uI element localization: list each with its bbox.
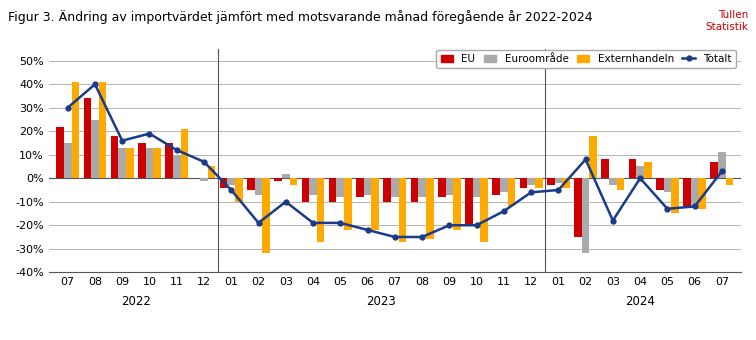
Bar [208, 167, 215, 178]
Bar [220, 178, 228, 188]
Bar [547, 178, 555, 185]
Bar [671, 178, 679, 214]
Bar [282, 173, 290, 178]
Bar [664, 178, 671, 192]
Bar [602, 159, 609, 178]
Bar [126, 148, 134, 178]
Bar [718, 152, 726, 178]
Bar [138, 143, 146, 178]
Bar [64, 143, 72, 178]
Bar [391, 178, 398, 197]
Text: 2023: 2023 [367, 294, 396, 308]
Bar [255, 178, 262, 195]
Bar [445, 178, 453, 195]
Bar [317, 178, 324, 242]
Bar [166, 143, 173, 178]
Text: 2022: 2022 [121, 294, 150, 308]
Bar [656, 178, 664, 190]
Bar [562, 178, 570, 188]
Bar [309, 178, 317, 195]
Bar [582, 178, 590, 253]
Text: 2024: 2024 [625, 294, 655, 308]
Bar [274, 178, 282, 181]
Bar [438, 178, 445, 197]
Legend: EU, Euroområde, Externhandeln, Totalt: EU, Euroområde, Externhandeln, Totalt [436, 50, 736, 68]
Bar [383, 178, 391, 202]
Bar [418, 178, 426, 197]
Bar [453, 178, 460, 230]
Bar [508, 178, 516, 206]
Bar [574, 178, 582, 237]
Bar [500, 178, 508, 192]
Bar [637, 167, 644, 178]
Bar [617, 178, 624, 190]
Bar [629, 159, 637, 178]
Bar [492, 178, 500, 195]
Bar [398, 178, 406, 242]
Bar [465, 178, 472, 225]
Bar [83, 98, 91, 178]
Text: Tullen
Statistik: Tullen Statistik [705, 10, 748, 32]
Bar [91, 119, 99, 178]
Bar [344, 178, 352, 230]
Bar [699, 178, 706, 209]
Bar [181, 129, 188, 178]
Bar [644, 162, 652, 178]
Bar [200, 178, 208, 181]
Bar [519, 178, 527, 188]
Bar [235, 178, 243, 202]
Bar [691, 178, 699, 206]
Bar [590, 136, 597, 178]
Bar [535, 178, 543, 188]
Bar [336, 178, 344, 197]
Bar [247, 178, 255, 190]
Bar [356, 178, 364, 197]
Bar [426, 178, 433, 239]
Bar [527, 178, 535, 185]
Bar [290, 178, 297, 185]
Bar [173, 155, 181, 178]
Bar [329, 178, 336, 202]
Bar [56, 126, 64, 178]
Bar [711, 162, 718, 178]
Bar [262, 178, 270, 253]
Bar [72, 82, 79, 178]
Bar [302, 178, 309, 202]
Bar [371, 178, 379, 230]
Bar [480, 178, 488, 242]
Bar [146, 148, 153, 178]
Bar [472, 178, 480, 197]
Bar [726, 178, 733, 185]
Bar [111, 136, 119, 178]
Bar [411, 178, 418, 202]
Bar [99, 82, 107, 178]
Bar [153, 148, 161, 178]
Bar [119, 148, 126, 178]
Bar [609, 178, 617, 185]
Text: Figur 3. Ändring av importvärdet jämfört med motsvarande månad föregående år 202: Figur 3. Ändring av importvärdet jämfört… [8, 10, 592, 24]
Bar [683, 178, 691, 206]
Bar [228, 178, 235, 185]
Bar [364, 178, 371, 195]
Bar [555, 178, 562, 183]
